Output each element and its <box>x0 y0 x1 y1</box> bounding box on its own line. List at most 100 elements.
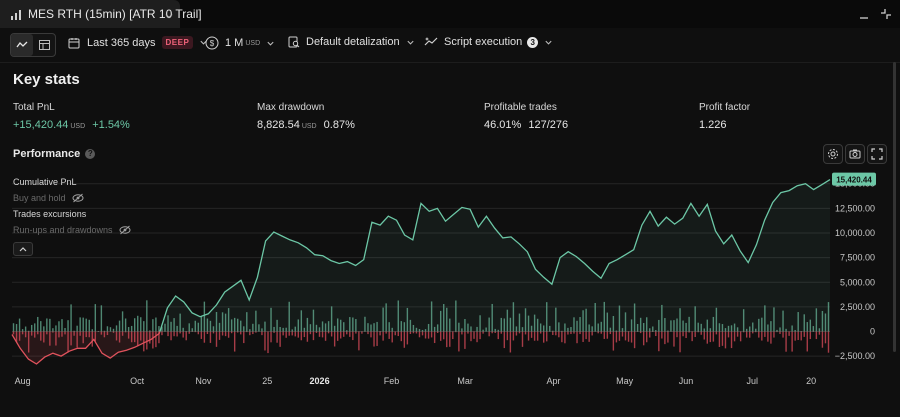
drawdown-bar <box>161 331 163 336</box>
run-up-bar <box>388 322 390 332</box>
run-up-bar <box>539 323 542 332</box>
drawdown-bar <box>373 331 375 347</box>
drawdown-bar <box>682 331 684 337</box>
run-up-bar <box>636 323 639 332</box>
drawdown-bar <box>224 331 227 337</box>
run-up-bar <box>240 320 242 332</box>
profitable-ratio: 127/276 <box>528 119 569 131</box>
detalization-selector[interactable]: Default detalization <box>288 36 415 48</box>
run-up-bar <box>591 326 593 332</box>
drawdown-bar <box>755 331 757 333</box>
drawdown-bar <box>676 331 678 338</box>
drawdown-bar <box>330 331 333 337</box>
legend-collapse-button[interactable] <box>13 242 33 256</box>
run-up-bar <box>255 310 257 332</box>
run-up-bar <box>700 323 702 332</box>
drawdown-bar <box>130 331 133 343</box>
fullscreen-button[interactable] <box>867 144 887 164</box>
drawdown-bar <box>46 331 48 335</box>
drawdown-bar <box>503 331 506 349</box>
drawdown-bar <box>515 331 518 336</box>
run-up-bar <box>588 324 590 332</box>
run-up-bar <box>818 328 821 332</box>
drawdown-bar <box>309 331 312 335</box>
run-up-bar <box>515 326 518 332</box>
capital-unit: USD <box>245 39 261 47</box>
screenshot-button[interactable] <box>845 144 865 164</box>
chart-view-button[interactable] <box>11 34 33 56</box>
collapse-panel-icon[interactable] <box>880 7 892 25</box>
chevron-down-icon[interactable] <box>164 8 174 26</box>
run-up-bar <box>79 317 81 332</box>
magnifier-doc-icon <box>288 36 300 48</box>
run-up-bar <box>721 324 724 332</box>
run-up-bar <box>736 327 739 332</box>
drawdown-bar <box>143 331 145 352</box>
drawdown-bar <box>649 331 651 338</box>
run-up-bar <box>94 304 97 332</box>
run-up-bar <box>103 330 106 332</box>
legend-cumulative-pnl[interactable]: Cumulative PnL <box>13 177 77 187</box>
date-range-selector[interactable]: Last 365 days DEEP <box>68 36 208 49</box>
run-up-bar <box>803 314 805 332</box>
legend-buy-and-hold[interactable]: Buy and hold <box>13 193 84 203</box>
drawdown-bar <box>324 331 327 341</box>
drawdown-bar <box>709 331 712 343</box>
run-up-bar <box>300 310 303 332</box>
run-up-bar <box>479 315 481 332</box>
capital-selector[interactable]: $ 1 M USD <box>205 36 275 50</box>
y-tick-label: 10,000.00 <box>835 228 875 238</box>
drawdown-bar <box>421 331 424 336</box>
drawdown-bar <box>739 331 742 342</box>
drawdown-bar <box>409 331 412 335</box>
run-up-bar <box>203 301 206 332</box>
drawdown-bar <box>346 331 348 335</box>
help-icon[interactable]: ? <box>85 149 96 159</box>
drawdown-bar <box>112 331 115 333</box>
run-up-bar <box>470 326 472 332</box>
strategy-tab[interactable]: MES RTH (15min) [ATR 10 Trail] <box>0 0 202 28</box>
run-up-bar <box>321 321 324 332</box>
run-up-bar <box>15 324 18 332</box>
run-up-bar <box>561 330 563 332</box>
drawdown-bar <box>767 331 769 342</box>
drawdown-bar <box>40 331 42 341</box>
drawdown-bar <box>127 331 130 339</box>
run-up-bar <box>791 325 793 332</box>
run-up-bar <box>12 323 15 332</box>
settings-button[interactable] <box>823 144 843 164</box>
table-icon <box>38 40 50 50</box>
drawdown-bar <box>706 331 708 344</box>
run-up-bar <box>724 328 727 332</box>
drawdown-bar <box>415 331 418 334</box>
drawdown-bar <box>206 331 209 335</box>
total-pnl-unit: USD <box>70 123 86 130</box>
drawdown-bar <box>249 331 251 336</box>
drawdown-bar <box>776 331 778 333</box>
run-up-bar <box>182 327 184 332</box>
x-tick-label: Apr <box>547 376 561 386</box>
drawdown-bar <box>679 331 681 353</box>
drawdown-bar <box>785 331 787 352</box>
run-up-bar <box>176 325 178 332</box>
legend-run-ups-drawdowns[interactable]: Run-ups and drawdowns <box>13 225 131 235</box>
drawdown-bar <box>361 331 363 334</box>
run-up-bar <box>130 325 133 332</box>
run-up-bar <box>58 321 60 332</box>
drawdown-bar <box>703 331 705 340</box>
scrollbar[interactable] <box>893 62 896 352</box>
table-view-button[interactable] <box>33 34 55 56</box>
run-up-bar <box>564 323 566 332</box>
run-up-bar <box>194 320 196 332</box>
drawdown-bar <box>376 331 378 346</box>
drawdown-bar <box>664 331 666 345</box>
script-execution-selector[interactable]: Script execution 3 <box>424 36 553 48</box>
drawdown-bar <box>182 331 184 338</box>
minimize-icon[interactable] <box>858 7 870 25</box>
last-value-badge <box>832 172 876 186</box>
run-up-bar <box>106 326 109 332</box>
drawdown-bar <box>712 331 715 342</box>
legend-trades-excursions[interactable]: Trades excursions <box>13 209 86 219</box>
drawdown-bar <box>146 331 148 350</box>
